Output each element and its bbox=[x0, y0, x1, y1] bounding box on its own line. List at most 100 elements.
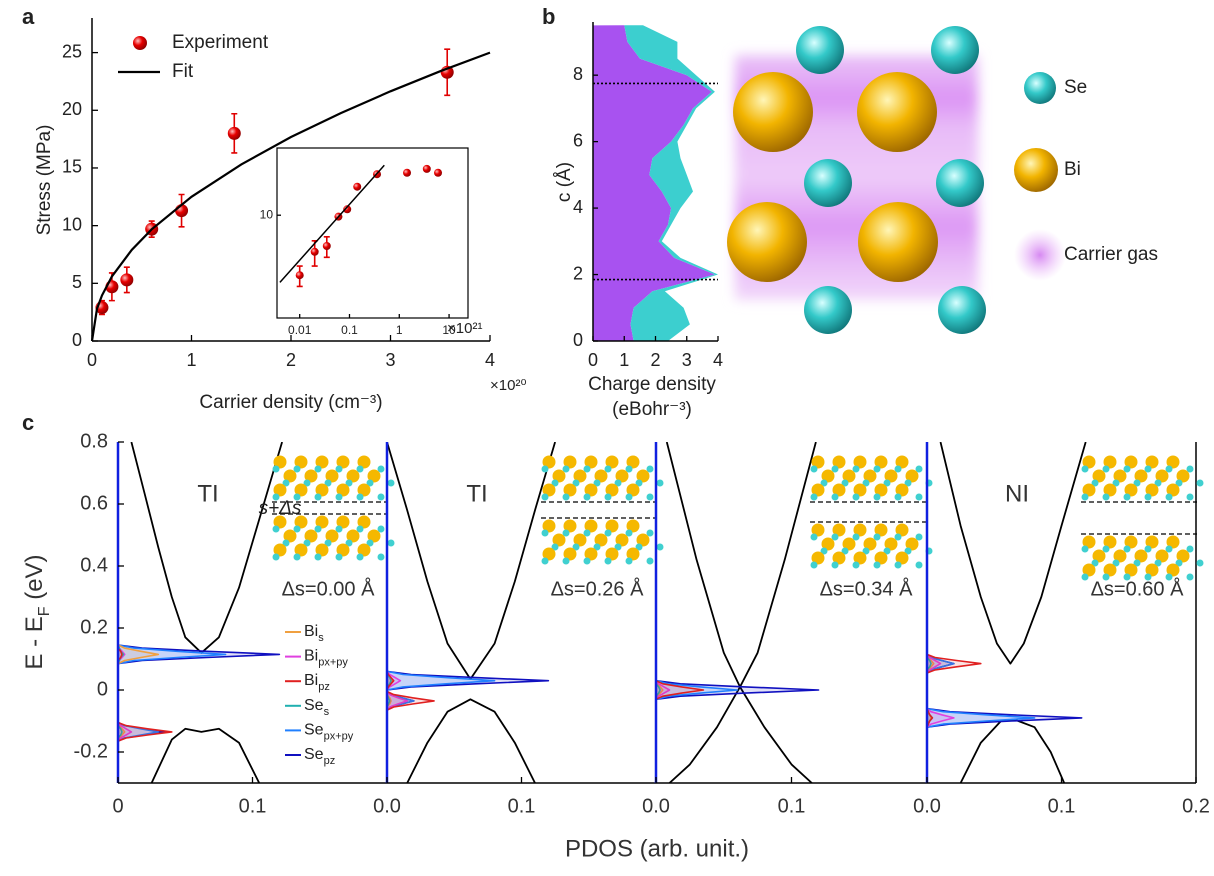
y-tick-label: 0.4 bbox=[80, 554, 108, 576]
legend-sub: s bbox=[324, 706, 330, 718]
se-dot bbox=[388, 480, 395, 487]
x-tick-label: 0.0 bbox=[913, 795, 941, 817]
layer-schematic bbox=[810, 456, 933, 569]
x-tick-label: 0.1 bbox=[341, 323, 358, 337]
legend-label: Carrier gas bbox=[1064, 244, 1158, 265]
y-tick-label: 0.6 bbox=[80, 492, 108, 514]
se-dot bbox=[1124, 494, 1131, 501]
x-axis-label: Charge density bbox=[588, 374, 716, 395]
legend-label: Se bbox=[1064, 77, 1087, 98]
x-tick-label: 0.0 bbox=[373, 795, 401, 817]
x-tick-label: 0.0 bbox=[642, 795, 670, 817]
se-dot bbox=[388, 540, 395, 547]
band-line bbox=[407, 699, 535, 783]
se-atom bbox=[938, 286, 986, 334]
se-dot bbox=[315, 554, 322, 561]
x-axis-label: Carrier density (cm⁻³) bbox=[199, 392, 382, 413]
x-tick-label: 4 bbox=[713, 350, 723, 370]
x-axis-label: PDOS (arb. unit.) bbox=[565, 835, 749, 862]
se-dot bbox=[1166, 574, 1173, 581]
se-dot bbox=[1145, 574, 1152, 581]
y-tick-label: 5 bbox=[72, 272, 82, 292]
y-tick-label: 15 bbox=[62, 157, 82, 177]
se-dot bbox=[811, 494, 818, 501]
legend-name: Se bbox=[304, 746, 324, 763]
se-dot bbox=[378, 554, 385, 561]
se-dot bbox=[584, 494, 591, 501]
phase-label: TI bbox=[466, 480, 487, 507]
se-dot bbox=[563, 558, 570, 565]
x-tick-label: 2 bbox=[286, 350, 296, 370]
se-dot bbox=[542, 494, 549, 501]
bi-atom bbox=[857, 72, 937, 152]
x-tick-label: 0 bbox=[588, 350, 598, 370]
se-dot bbox=[315, 494, 322, 501]
layer-schematic bbox=[541, 456, 664, 565]
y-tick-label: 25 bbox=[62, 41, 82, 61]
bi-atom bbox=[727, 202, 807, 282]
se-dot bbox=[273, 554, 280, 561]
x-multiplier: ×10²⁰ bbox=[490, 377, 526, 394]
data-point bbox=[403, 169, 411, 177]
x-multiplier: ×10²¹ bbox=[447, 320, 482, 337]
legend-sub: pz bbox=[318, 681, 330, 693]
phase-label: NI bbox=[1005, 480, 1029, 507]
se-dot bbox=[626, 494, 633, 501]
delta-label: Δs=0.60 Å bbox=[1091, 577, 1185, 600]
legend-marker bbox=[133, 36, 147, 50]
se-dot bbox=[916, 562, 923, 569]
legend-label: Bipz bbox=[304, 672, 330, 693]
se-dot bbox=[563, 494, 570, 501]
legend-label: Bipx+py bbox=[304, 648, 348, 669]
se-dot bbox=[378, 494, 385, 501]
x-tick-label: 4 bbox=[485, 350, 495, 370]
crystal-structure: Se Bi Carrier gas bbox=[727, 26, 1158, 334]
y-tick-label: 10 bbox=[260, 207, 274, 221]
band-line bbox=[670, 442, 816, 783]
bi-atom bbox=[733, 72, 813, 152]
x-tick-label: 0 bbox=[87, 350, 97, 370]
se-dot bbox=[605, 494, 612, 501]
y-tick-label: 6 bbox=[573, 130, 583, 150]
se-dot bbox=[1082, 466, 1089, 473]
se-dot bbox=[1082, 574, 1089, 581]
x-tick-label: 1 bbox=[186, 350, 196, 370]
legend-label: Sepx+py bbox=[304, 722, 354, 743]
se-atom bbox=[804, 286, 852, 334]
x-tick-label: 0.1 bbox=[1048, 795, 1076, 817]
legend-label: Bis bbox=[304, 623, 324, 644]
legend-name: Bi bbox=[304, 672, 318, 689]
se-dot bbox=[1082, 494, 1089, 501]
delta-label: Δs=0.26 Å bbox=[551, 577, 645, 600]
y-tick-label: 0.2 bbox=[80, 616, 108, 638]
x-tick-label: 0.1 bbox=[239, 795, 267, 817]
y-tick-label: 10 bbox=[62, 214, 82, 234]
legend-se bbox=[1024, 72, 1056, 104]
se-dot bbox=[357, 494, 364, 501]
data-point bbox=[296, 271, 304, 279]
y-label-unit: (eV) bbox=[21, 554, 48, 606]
panel-letter: c bbox=[22, 410, 34, 435]
y-label-main: E - E bbox=[21, 616, 48, 669]
data-point bbox=[434, 169, 442, 177]
se-dot bbox=[542, 466, 549, 473]
se-dot bbox=[1145, 494, 1152, 501]
legend-label: Bi bbox=[1064, 159, 1081, 180]
y-axis-label: c (Å) bbox=[554, 162, 575, 202]
legend-label: Fit bbox=[172, 61, 194, 82]
se-atom bbox=[804, 159, 852, 207]
se-dot bbox=[811, 466, 818, 473]
se-dot bbox=[584, 558, 591, 565]
figure: a b c Se Bi Carrier gas 012340510152025E… bbox=[0, 0, 1214, 871]
data-point bbox=[311, 248, 319, 256]
y-tick-label: -0.2 bbox=[74, 740, 108, 762]
legend-name: Se bbox=[304, 697, 324, 714]
se-dot bbox=[874, 494, 881, 501]
se-dot bbox=[542, 558, 549, 565]
delta-label: Δs=0.00 Å bbox=[282, 577, 376, 600]
legend-name: Bi bbox=[304, 623, 318, 640]
y-tick-label: 0.8 bbox=[80, 430, 108, 452]
se-dot bbox=[853, 562, 860, 569]
y-axis-label: Stress (MPa) bbox=[34, 125, 55, 236]
y-axis-label: E - EF (eV) bbox=[21, 554, 52, 669]
